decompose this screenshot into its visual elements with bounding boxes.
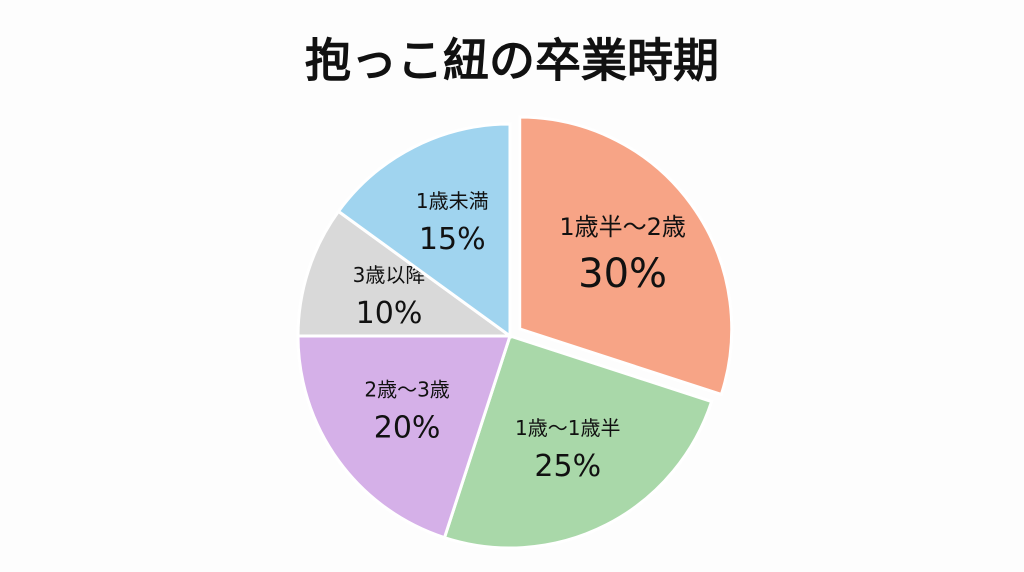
pie-slice xyxy=(442,334,714,550)
slice-label: 1歳半～2歳 xyxy=(559,213,686,241)
value-label: 10% xyxy=(356,296,423,331)
pie-slice xyxy=(296,334,513,540)
slice-label: 1歳～1歳半 xyxy=(515,416,620,440)
pie-slice xyxy=(336,122,512,339)
slice-label: 2歳～3歳 xyxy=(364,377,449,401)
value-label: 15% xyxy=(419,222,486,257)
value-label: 25% xyxy=(534,449,601,484)
pie-slice xyxy=(518,115,734,397)
value-label: 30% xyxy=(578,251,667,297)
chart-title: 抱っこ紐の卒業時期 xyxy=(305,34,719,88)
pie-slice xyxy=(296,209,515,338)
slice-label: 1歳未満 xyxy=(416,189,489,213)
value-label: 20% xyxy=(374,410,441,445)
